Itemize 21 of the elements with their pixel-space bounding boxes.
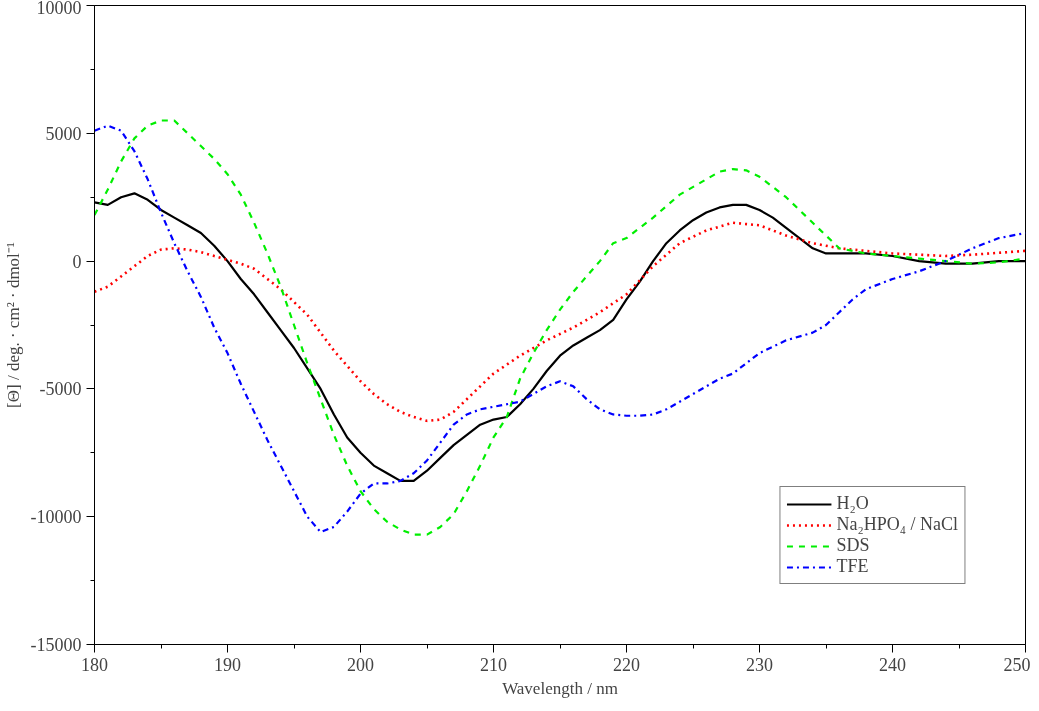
y-tick-label: -15000	[30, 635, 82, 655]
x-tick-label: 240	[879, 654, 906, 675]
x-tick-label: 210	[480, 654, 507, 675]
legend-label: H₂O	[836, 493, 869, 514]
x-tick-label: 250	[1003, 654, 1031, 675]
y-axis-title: [Θ] / deg. · cm² · dmol⁻¹	[3, 242, 23, 408]
y-tick-label: 5000	[45, 123, 82, 144]
y-tick-label: 10000	[36, 0, 82, 18]
x-axis-title: Wavelength / nm	[502, 678, 618, 698]
legend-label: SDS	[836, 535, 870, 556]
line-series	[94, 221, 1026, 423]
x-tick-label: 180	[81, 654, 108, 675]
x-tick-label: 190	[214, 654, 241, 675]
x-tick-label: 220	[613, 654, 640, 675]
y-tick-label: -5000	[39, 379, 82, 400]
y-tick-label: -10000	[30, 507, 82, 528]
x-tick-label: 200	[347, 654, 374, 675]
y-tick-label: 0	[72, 251, 82, 272]
legend-label: TFE	[836, 556, 869, 577]
x-tick-label: 230	[746, 654, 773, 675]
legend-label: Na₂HPO₄ / NaCl	[836, 514, 958, 535]
